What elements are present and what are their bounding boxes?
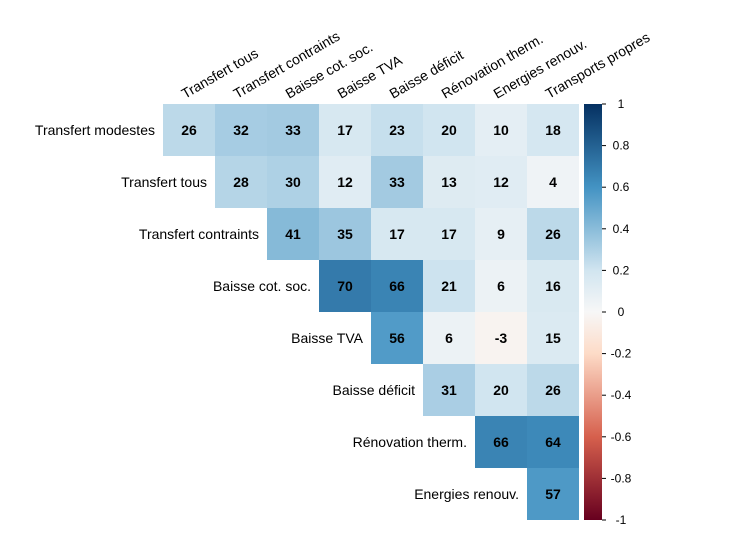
cell-value-label: 23 xyxy=(389,122,405,138)
heatmap-cell xyxy=(475,416,527,468)
heatmap-cells xyxy=(163,104,579,520)
colorbar-tick-label: -0.4 xyxy=(611,388,632,402)
row-labels: Transfert modestes Transfert tous Transfer… xyxy=(35,122,519,502)
heatmap-cell xyxy=(319,104,371,156)
cell-value-label: 30 xyxy=(285,174,301,190)
heatmap-cell xyxy=(319,260,371,312)
heatmap-cell xyxy=(371,208,423,260)
cell-values: 26 32 33 17 23 20 10 18 28 30 12 33 13 12 4 41 35 17 17 9 26… xyxy=(181,122,561,502)
cell-value-label: 20 xyxy=(493,382,509,398)
row-label: Energies renouv. xyxy=(414,486,519,502)
cell-value-label: 20 xyxy=(441,122,457,138)
cell-value-label: -3 xyxy=(495,330,508,346)
colorbar-tick-label: 0.8 xyxy=(613,139,630,153)
colorbar: 1 0.8 0.6 0.4 0.2 0 -0.2 -0.4 -0.6 -0.8 -1 xyxy=(584,97,632,527)
heatmap-cell xyxy=(267,208,319,260)
heatmap-cell xyxy=(527,208,579,260)
cell-value-label: 26 xyxy=(545,382,561,398)
cell-value-label: 56 xyxy=(389,330,405,346)
heatmap-cell xyxy=(267,156,319,208)
heatmap-cell xyxy=(527,260,579,312)
cell-value-label: 28 xyxy=(233,174,249,190)
row-label: Transfert modestes xyxy=(35,122,155,138)
heatmap-cell xyxy=(371,312,423,364)
heatmap-cell xyxy=(371,156,423,208)
heatmap-cell xyxy=(319,208,371,260)
heatmap-cell xyxy=(475,312,527,364)
cell-value-label: 70 xyxy=(337,278,353,294)
row-label: Baisse déficit xyxy=(333,382,416,398)
cell-value-label: 17 xyxy=(337,122,353,138)
cell-value-label: 33 xyxy=(285,122,301,138)
cell-value-label: 35 xyxy=(337,226,353,242)
cell-value-label: 12 xyxy=(337,174,353,190)
cell-value-label: 26 xyxy=(181,122,197,138)
heatmap-cell xyxy=(423,208,475,260)
heatmap-cell xyxy=(215,104,267,156)
row-label: Transfert tous xyxy=(121,174,207,190)
heatmap-cell xyxy=(527,468,579,520)
cell-value-label: 41 xyxy=(285,226,301,242)
heatmap-cell xyxy=(527,364,579,416)
colorbar-tick-label: -0.8 xyxy=(611,471,632,485)
row-label: Rénovation therm. xyxy=(353,434,467,450)
heatmap-cell xyxy=(475,208,527,260)
heatmap-cell xyxy=(163,104,215,156)
heatmap-cell xyxy=(423,156,475,208)
row-label: Baisse cot. soc. xyxy=(213,278,311,294)
colorbar-tick-label: 0.4 xyxy=(613,222,630,236)
heatmap-cell xyxy=(527,156,579,208)
colorbar-tick-label: -0.2 xyxy=(611,347,632,361)
cell-value-label: 17 xyxy=(389,226,405,242)
heatmap-cell xyxy=(423,104,475,156)
cell-value-label: 21 xyxy=(441,278,457,294)
cell-value-label: 6 xyxy=(445,330,453,346)
cell-value-label: 10 xyxy=(493,122,509,138)
cell-value-label: 17 xyxy=(441,226,457,242)
colorbar-tick-label: -1 xyxy=(616,513,627,527)
cell-value-label: 12 xyxy=(493,174,509,190)
cell-value-label: 31 xyxy=(441,382,457,398)
heatmap-cell xyxy=(215,156,267,208)
heatmap-cell xyxy=(475,156,527,208)
cell-value-label: 32 xyxy=(233,122,249,138)
colorbar-tick-label: 0.2 xyxy=(613,263,630,277)
heatmap-cell xyxy=(267,104,319,156)
heatmap-cell xyxy=(475,260,527,312)
cell-value-label: 13 xyxy=(441,174,457,190)
colorbar-tick-label: -0.6 xyxy=(611,430,632,444)
heatmap-cell xyxy=(527,104,579,156)
heatmap-cell xyxy=(423,312,475,364)
cell-value-label: 18 xyxy=(545,122,561,138)
cell-value-label: 57 xyxy=(545,486,561,502)
cell-value-label: 9 xyxy=(497,226,505,242)
cell-value-label: 6 xyxy=(497,278,505,294)
heatmap-cell xyxy=(371,260,423,312)
heatmap-cell xyxy=(475,364,527,416)
cell-value-label: 4 xyxy=(549,174,557,190)
cell-value-label: 16 xyxy=(545,278,561,294)
cell-value-label: 33 xyxy=(389,174,405,190)
heatmap-cell xyxy=(319,156,371,208)
colorbar-tick-label: 0.6 xyxy=(613,180,630,194)
heatmap-cell xyxy=(371,104,423,156)
heatmap-cell xyxy=(527,312,579,364)
cell-value-label: 64 xyxy=(545,434,561,450)
cell-value-label: 26 xyxy=(545,226,561,242)
row-label: Baisse TVA xyxy=(291,330,364,346)
cell-value-label: 66 xyxy=(493,434,509,450)
colorbar-tick-label: 1 xyxy=(618,97,625,111)
colorbar-gradient xyxy=(584,104,602,520)
heatmap-cell xyxy=(475,104,527,156)
heatmap-cell xyxy=(527,416,579,468)
heatmap-cell xyxy=(423,260,475,312)
cell-value-label: 66 xyxy=(389,278,405,294)
cell-value-label: 15 xyxy=(545,330,561,346)
heatmap-cell xyxy=(423,364,475,416)
row-label: Transfert contraints xyxy=(139,226,259,242)
colorbar-tick-label: 0 xyxy=(618,305,625,319)
